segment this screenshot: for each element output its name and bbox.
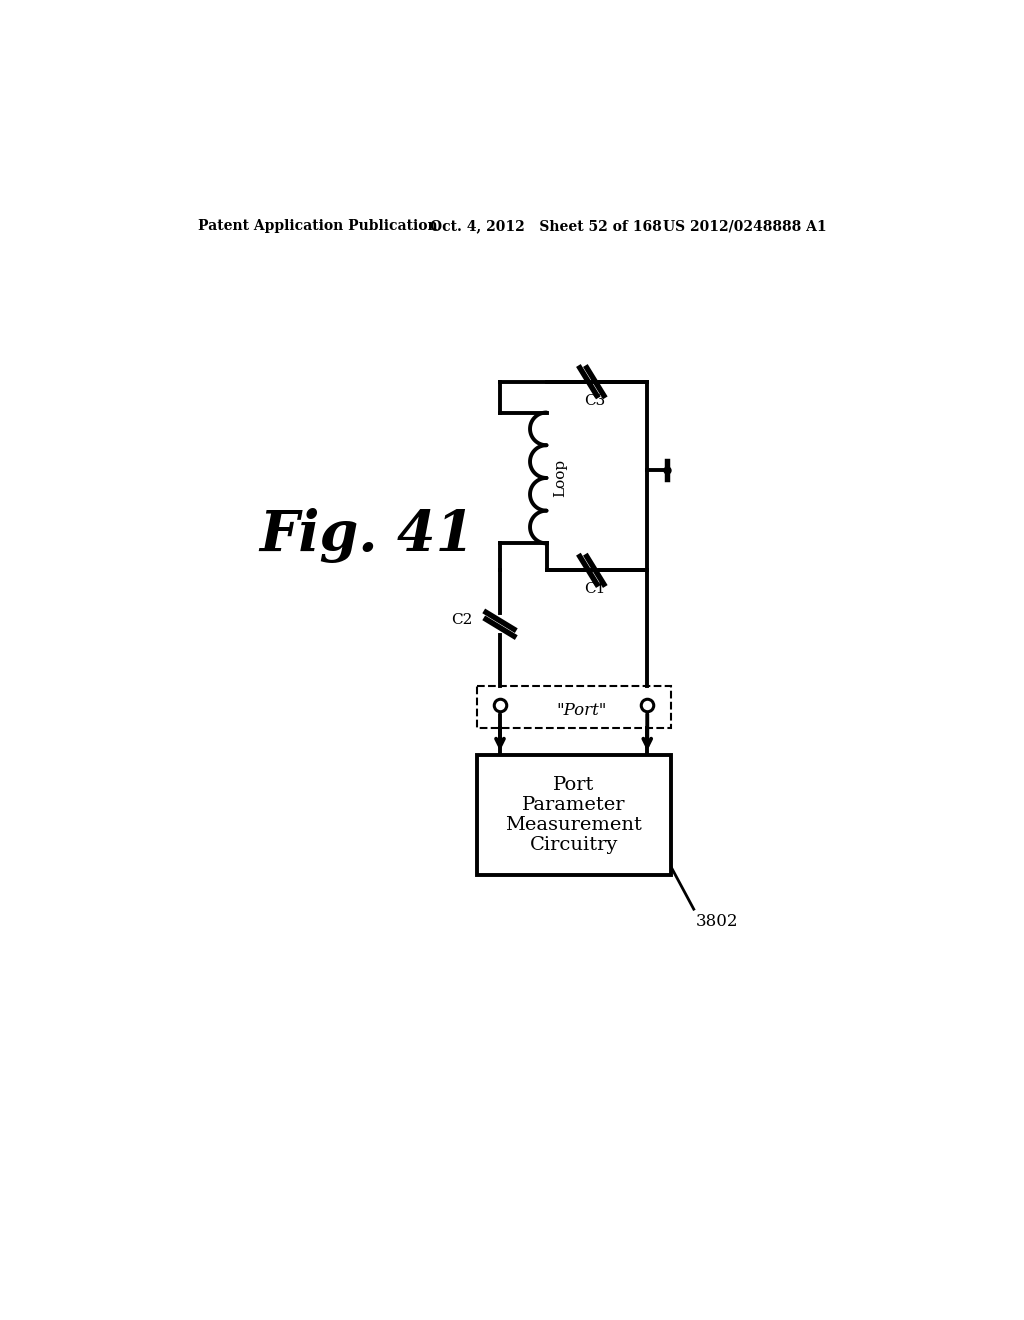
Text: C2: C2 (452, 614, 473, 627)
Text: Fig. 41: Fig. 41 (260, 508, 475, 564)
Text: 3802: 3802 (696, 913, 738, 931)
Text: Oct. 4, 2012   Sheet 52 of 168: Oct. 4, 2012 Sheet 52 of 168 (430, 219, 662, 234)
Text: Loop: Loop (553, 459, 566, 498)
FancyBboxPatch shape (477, 755, 671, 874)
Text: C1: C1 (585, 582, 605, 597)
Text: C3: C3 (585, 393, 605, 408)
Text: Parameter: Parameter (522, 796, 626, 814)
Text: "Port": "Port" (556, 702, 606, 719)
Text: Patent Application Publication: Patent Application Publication (198, 219, 437, 234)
Text: Port: Port (553, 776, 594, 793)
Text: US 2012/0248888 A1: US 2012/0248888 A1 (663, 219, 826, 234)
Text: Measurement: Measurement (505, 816, 642, 834)
Text: Circuitry: Circuitry (529, 836, 617, 854)
